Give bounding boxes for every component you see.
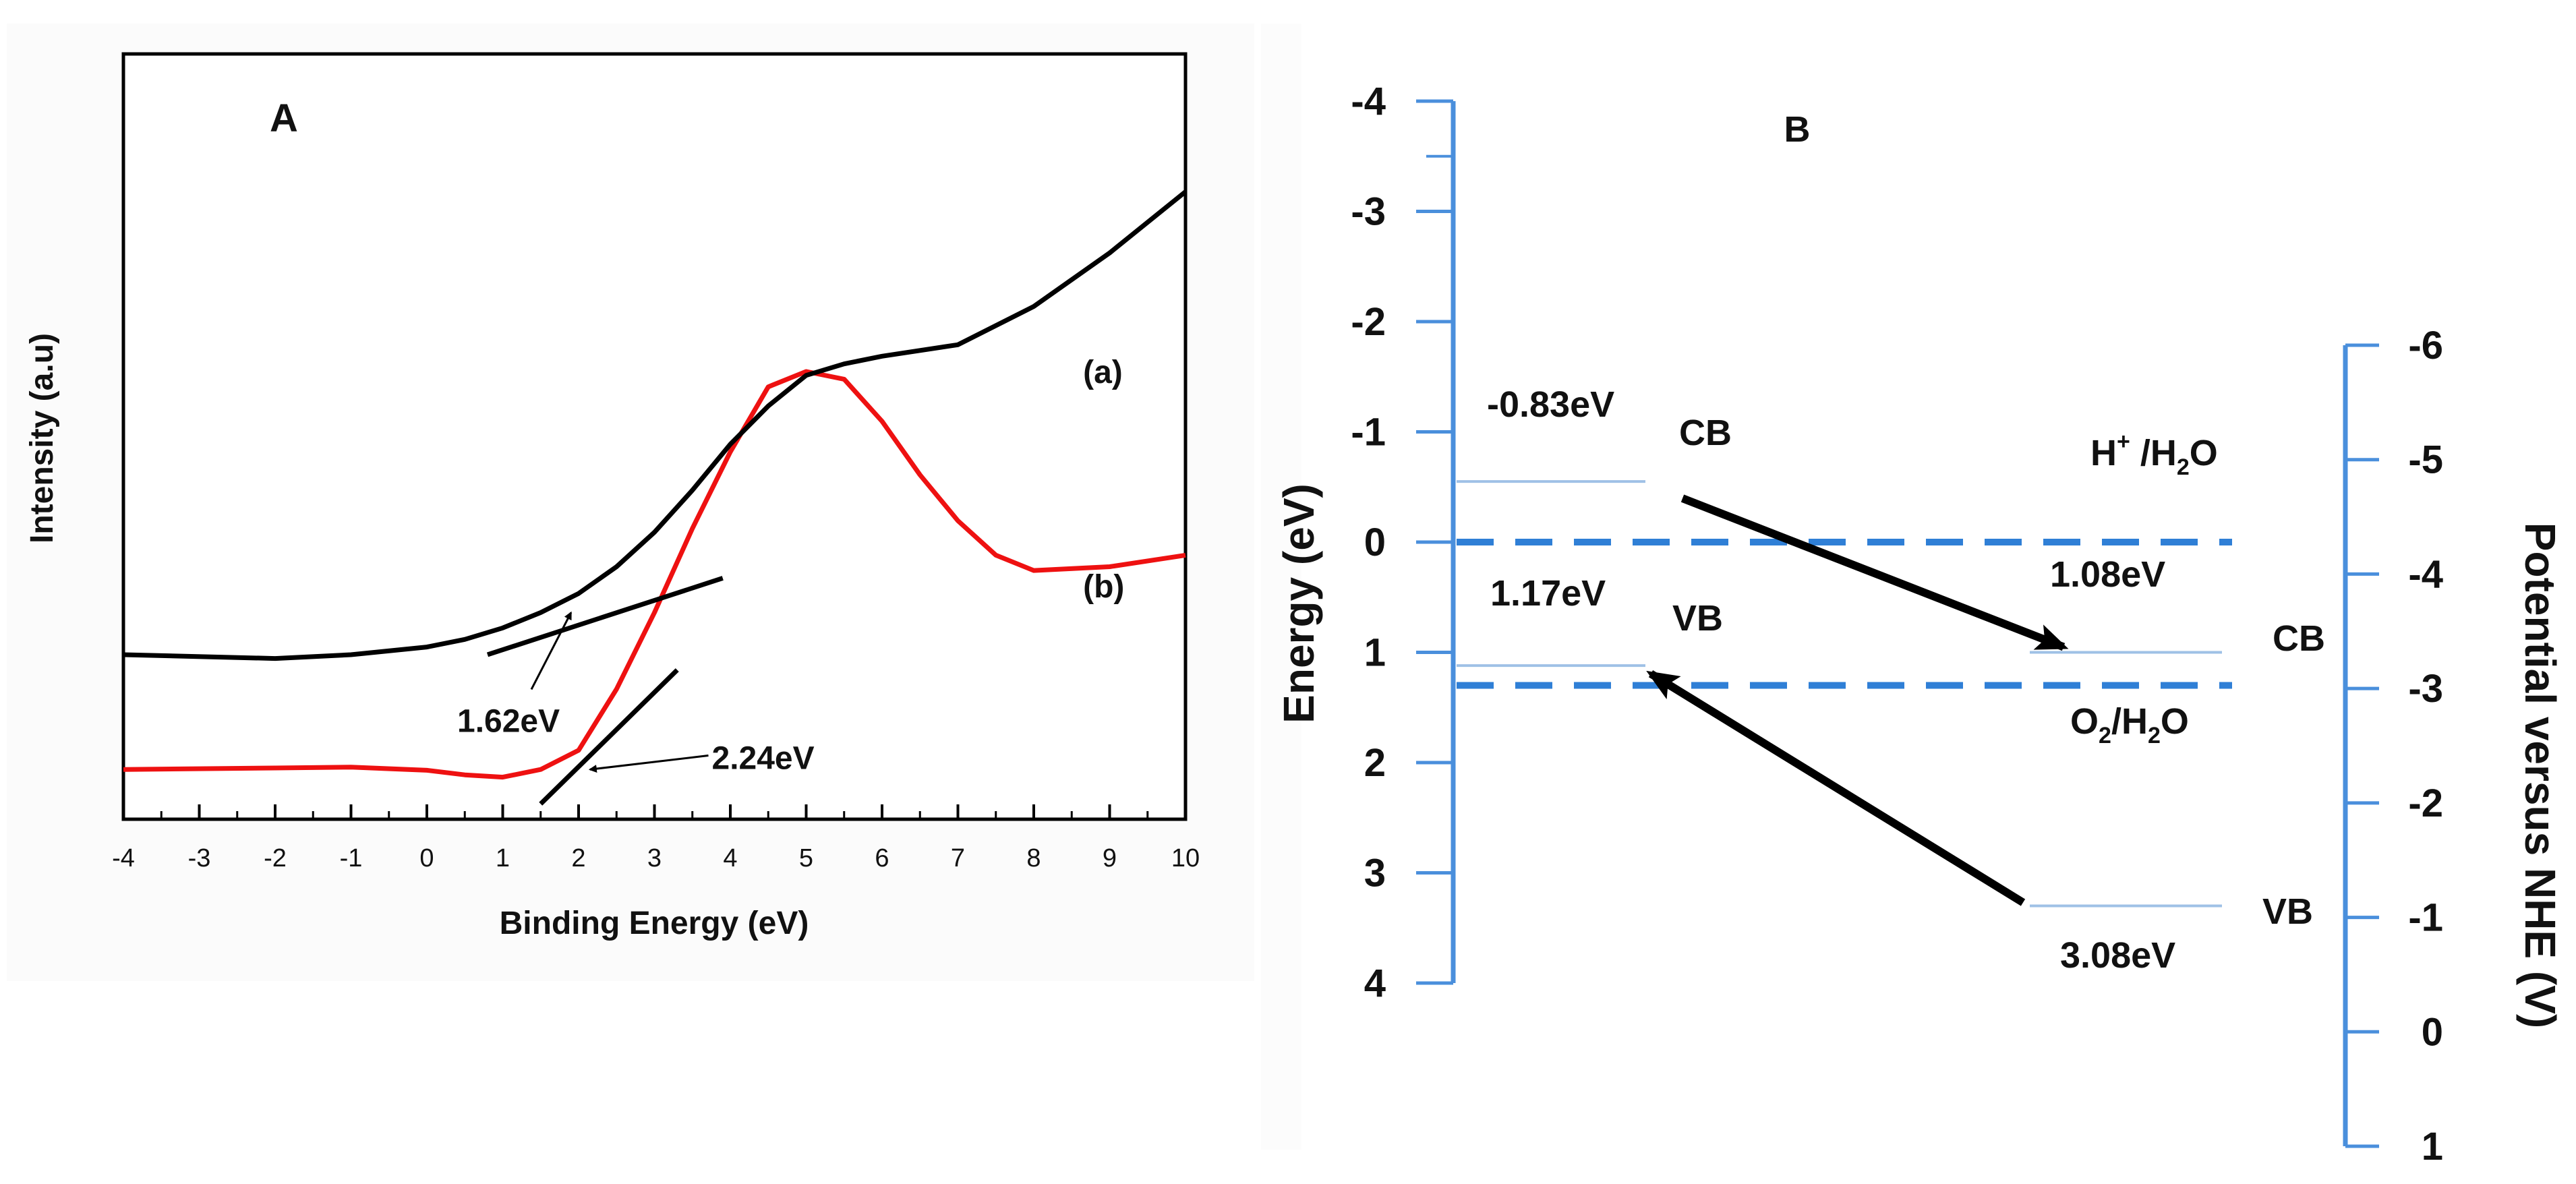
- left-axis-tick-label: -4: [1351, 80, 1386, 123]
- electron-transfer-arrow: [1680, 494, 2069, 651]
- cb-left-label: CB: [1679, 413, 1732, 453]
- series-b-line: [123, 369, 1186, 780]
- panel-a-label: A: [270, 96, 298, 140]
- panel-b-left-strip: [1261, 24, 1301, 1150]
- x-tick-label: 0: [419, 844, 434, 872]
- x-tick-label: 6: [875, 844, 889, 872]
- x-tick-label: 2: [571, 844, 585, 872]
- x-tick-label: 10: [1171, 844, 1200, 872]
- left-axis-tick-label: 0: [1364, 521, 1386, 564]
- x-tick-label: 1: [496, 844, 510, 872]
- right-axis-tick-label: 0: [2422, 1010, 2443, 1054]
- o2-h2o-label: O2/H2O: [2070, 701, 2189, 748]
- right-axis-tick-label: -6: [2408, 324, 2443, 367]
- left-axis-ticks: [1416, 99, 1453, 985]
- x-tick-label: 3: [647, 844, 662, 872]
- hole-transfer-arrow: [1646, 670, 2026, 906]
- left-axis-tick-label: -2: [1351, 300, 1386, 344]
- cb-right-label: CB: [2273, 618, 2325, 659]
- panel-a-x-ticks: [122, 804, 1187, 819]
- annotation-1-62ev: 1.62eV: [457, 703, 560, 739]
- left-axis-tick-labels: -4 -3 -2 -1 0 1 2 3 4: [1351, 80, 1386, 1005]
- right-axis-tick-label: 1: [2422, 1125, 2443, 1168]
- panel-b-label: B: [1784, 109, 1811, 150]
- annotation-1-62ev-arrow: [530, 611, 573, 690]
- annotation-2-24ev: 2.24eV: [712, 741, 815, 777]
- series-a-label: (a): [1083, 355, 1123, 390]
- tangent-line-b: [539, 668, 679, 806]
- vb-right-label: VB: [2262, 891, 2313, 932]
- left-axis-tick-label: -1: [1351, 411, 1386, 454]
- right-axis-tick-labels: -6 -5 -4 -3 -2 -1 0 1: [2408, 324, 2443, 1168]
- left-axis-tick-label: 1: [1364, 631, 1386, 675]
- panel-b: B -4 -3 -2 -1 0 1 2 3 4 Energy (eV) -6 -5 -4 -3 -2 -1…: [1261, 24, 2565, 1168]
- vb-left-energy-value: 1.17eV: [1490, 573, 1606, 614]
- x-tick-label: -1: [340, 844, 363, 872]
- panel-a: A -4 -3 -2 -1 0 1 2 3 4 5 6 7 8 9 10 Binding Energy (e…: [7, 24, 1254, 981]
- left-axis-tick-label: 4: [1364, 961, 1386, 1005]
- vb-left-label: VB: [1672, 598, 1723, 639]
- tangent-line-a: [486, 576, 724, 657]
- x-tick-label: -2: [264, 844, 287, 872]
- panel-a-plot-frame: [121, 52, 1188, 821]
- right-axis-tick-label: -2: [2408, 781, 2443, 825]
- right-axis-tick-label: -1: [2408, 896, 2443, 940]
- x-tick-label: 4: [723, 844, 737, 872]
- right-axis-tick-label: -3: [2408, 667, 2443, 711]
- left-axis-tick-label: -3: [1351, 190, 1386, 234]
- x-tick-label: 9: [1103, 844, 1117, 872]
- series-a-line: [123, 189, 1188, 661]
- right-axis-label: Potential versus NHE (V): [2516, 523, 2565, 1028]
- vb-right-energy-value: 3.08eV: [2060, 935, 2175, 976]
- panel-a-x-axis-label: Binding Energy (eV): [500, 906, 809, 941]
- x-tick-label: 5: [799, 844, 813, 872]
- cb-right-energy-value: 1.08eV: [2050, 554, 2165, 595]
- right-axis-ticks: [2345, 343, 2379, 1148]
- x-tick-label: -4: [112, 844, 135, 872]
- x-tick-label: 8: [1026, 844, 1041, 872]
- series-b-label: (b): [1083, 569, 1124, 605]
- right-axis-tick-label: -5: [2408, 438, 2443, 482]
- left-axis-label: Energy (eV): [1275, 483, 1323, 723]
- panel-a-y-axis-label: Intensity (a.u): [24, 333, 60, 543]
- left-axis-tick-label: 3: [1364, 852, 1386, 895]
- panel-a-x-tick-labels: -4 -3 -2 -1 0 1 2 3 4 5 6 7 8 9 10: [112, 844, 1200, 872]
- annotation-2-24ev-arrow: [588, 754, 709, 773]
- left-axis-tick-label: 2: [1364, 741, 1386, 785]
- right-axis-tick-label: -4: [2408, 552, 2443, 596]
- x-tick-label: 7: [951, 844, 965, 872]
- h-plus-h2o-label: H+ /H2O: [2090, 429, 2218, 480]
- cb-left-energy-value: -0.83eV: [1487, 384, 1614, 425]
- x-tick-label: -3: [188, 844, 211, 872]
